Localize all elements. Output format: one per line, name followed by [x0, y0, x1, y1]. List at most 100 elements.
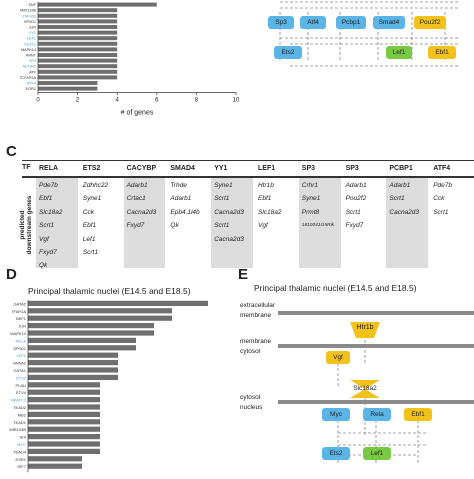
- table-cell-gene: Cacna2d3: [214, 208, 244, 216]
- bar-a-13: [38, 75, 118, 80]
- tick-label-a: 8: [195, 98, 199, 104]
- table-header-rule: [22, 176, 474, 178]
- bar-d-15: [28, 411, 100, 417]
- table-cell-gene: Scrt1: [214, 195, 230, 203]
- bar-a-7: [38, 41, 118, 46]
- network-node-ebf1: Ebf1: [428, 46, 456, 59]
- network-node-ets2: Ets2: [274, 46, 302, 59]
- table-top-rule: [22, 160, 474, 161]
- pathway-lines: [278, 311, 474, 465]
- gene-label-a: ATF: [29, 70, 37, 74]
- bar-d-11: [28, 382, 100, 388]
- bar-a-12: [38, 69, 118, 74]
- table-header-tf: PCBP1: [389, 165, 413, 172]
- network-node-label: Ets2: [281, 49, 295, 56]
- panel-b-network-lines: [279, 1, 460, 67]
- table-cell-gene: Adarb1: [345, 182, 367, 189]
- bar-a-4: [38, 25, 118, 29]
- gene-label-d: TEAD4: [13, 449, 27, 454]
- gene-label-d: MAPK14: [10, 331, 27, 336]
- gene-label-d: NR5A2: [13, 361, 27, 366]
- gene-label-a: SUZ12: [24, 42, 36, 46]
- tick-label-a: 2: [76, 98, 80, 104]
- bar-a-9: [38, 53, 118, 57]
- bar-d-21: [28, 456, 82, 462]
- gene-label-a: ZNF436: [22, 14, 36, 18]
- tick-label-a: 0: [36, 98, 40, 104]
- gene-label-d: SIX: [20, 435, 27, 440]
- table-cell-gene: Syne1: [214, 182, 233, 189]
- network-node-pcbp1: Pcbp1: [336, 16, 366, 29]
- bar-a-6: [38, 36, 118, 41]
- table-cell-gene: Cacna2d3: [389, 208, 420, 216]
- table-cell-gene: Cck: [433, 195, 445, 203]
- table-cell-gene: 1810041I15Rik: [301, 223, 335, 229]
- htr1b-label: Htr1b: [356, 324, 374, 331]
- bar-d-1: [28, 308, 172, 314]
- label-extracellular: extracellular: [240, 302, 276, 309]
- table-cell-gene: Syne1: [301, 195, 321, 203]
- panel-d-bar-chart: GATA2 TFAP2A NEF1 JUN MAPK14 RELA SP0D1 LEF1 NR5…: [0, 298, 240, 474]
- gene-label-d: SP0D1: [13, 346, 26, 351]
- table-cell-gene: Ebf1: [82, 222, 97, 230]
- gene-label-a: LEF1: [27, 37, 36, 41]
- gene-label-a: SP3: [29, 59, 36, 63]
- bar-d-2: [28, 315, 172, 321]
- myc-node: Myc: [322, 408, 350, 421]
- table-cell-gene: Fxyd7: [126, 222, 145, 230]
- tick-label-a: 4: [116, 98, 120, 104]
- gene-label-a: MAPK14: [21, 48, 36, 52]
- network-node-label: Lef1: [392, 49, 406, 56]
- bar-d-13: [28, 397, 100, 403]
- bar-a-14: [38, 81, 98, 85]
- table-cell-gene: Prmt8: [301, 208, 320, 216]
- network-node-atf4: Atf4: [300, 16, 326, 29]
- table-header-tf: SP3: [345, 165, 359, 172]
- table-cell-gene: Vgf: [39, 235, 49, 243]
- rela-node: Rela: [363, 408, 391, 421]
- bar-d-9: [28, 367, 118, 373]
- table-cell-gene: Crtac1: [126, 195, 146, 203]
- bar-a-2: [38, 13, 118, 18]
- panel-a-bar-chart: ZNF MIR133B ZNF436 SP0D1 JUN YY1 LEF1 SUZ12 MAPK…: [0, 0, 250, 135]
- table-cell-gene: Htr1b: [258, 182, 274, 189]
- bar-d-20: [28, 448, 100, 454]
- table-cell-gene: Slc18a2: [39, 208, 63, 216]
- table-cell-gene: Cck: [82, 208, 94, 216]
- network-node-lef1: Lef1: [386, 46, 412, 59]
- myc-label: Myc: [330, 411, 342, 418]
- gene-label-d: TEAD1: [13, 420, 27, 425]
- table-column-shade: [36, 178, 78, 268]
- bar-d-17: [28, 426, 100, 432]
- gene-label-d: RELA: [16, 338, 27, 343]
- gene-label-a: ATF4: [27, 82, 36, 86]
- table-cell-gene: Adarb1: [170, 195, 192, 203]
- bar-d-18: [28, 434, 100, 440]
- panel-e-title: Principal thalamic nuclei (E14.5 and E18…: [254, 283, 417, 293]
- gene-label-d: MIR133B: [9, 427, 26, 432]
- gene-label-d: GATA2: [13, 301, 26, 306]
- panel-e-pathway: extracellular membrane membrane cytosol …: [238, 295, 474, 474]
- table-cell-gene: Pde7b: [433, 182, 452, 189]
- bar-d-0: [28, 300, 208, 306]
- tick-label-a: 6: [155, 98, 159, 104]
- lef1-node: Lef1: [363, 447, 391, 460]
- table-column-shade: [123, 178, 166, 268]
- table-cell-gene: Adarb1: [389, 182, 411, 189]
- table-cell-gene: Adarb1: [126, 182, 148, 189]
- rela-label: Rela: [370, 411, 384, 418]
- table-cell-gene: Scrt1: [389, 195, 405, 203]
- panel-b-network: Sp3 Atf4 Pcbp1 Smad4 Pou2f2 Ets2 Lef1 Eb…: [260, 0, 474, 75]
- panel-d-title: Principal thalamic nuclei (E14.5 and E18…: [28, 286, 191, 296]
- network-node-label: Sp3: [275, 19, 287, 26]
- table-cell-gene: Scrt1: [214, 222, 230, 230]
- gene-label-d: NEF1: [16, 316, 27, 321]
- ebf1-node: Ebf1: [404, 408, 432, 421]
- bar-a-3: [38, 19, 118, 24]
- gene-label-a: ZNF: [29, 3, 37, 7]
- gene-label-d: NFATC1: [11, 398, 27, 403]
- bar-a-5: [38, 30, 118, 35]
- tick-label-a: 10: [233, 98, 240, 104]
- panel-letter-c: C: [6, 143, 17, 160]
